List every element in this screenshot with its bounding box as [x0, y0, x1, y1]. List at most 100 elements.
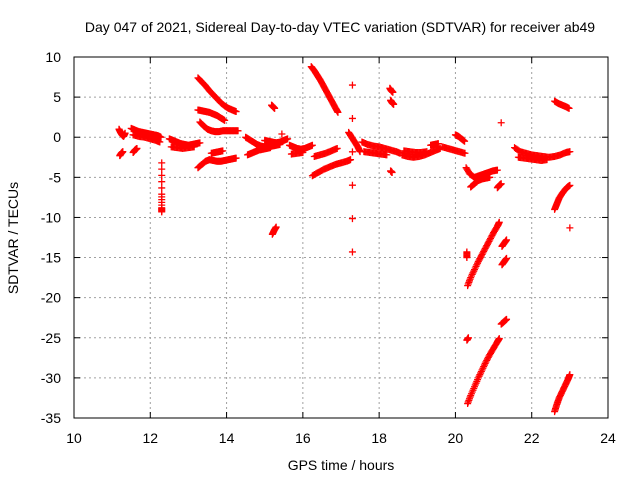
data-point [469, 269, 477, 277]
series-arc-12 [207, 147, 227, 157]
data-point [434, 140, 442, 148]
y-tick-label: -5 [49, 169, 62, 185]
y-tick-label: 5 [53, 89, 61, 105]
x-tick-label: 18 [371, 430, 387, 446]
data-point [284, 135, 292, 143]
data-point [497, 119, 505, 127]
data-point [493, 166, 501, 174]
axis-ticks [73, 56, 609, 419]
y-tick-labels: 10 5 0 -5 -10 -15 -20 -25 -30 -35 [41, 49, 61, 426]
x-tick-label: 24 [600, 430, 616, 446]
series-isolated-3 [348, 81, 356, 256]
series-arc-45 [514, 153, 551, 164]
data-point [461, 149, 469, 157]
series-isolated-2 [278, 130, 286, 138]
data-point [470, 267, 478, 275]
data-point [468, 270, 476, 278]
data-point [158, 159, 166, 167]
series-arc-46 [551, 97, 573, 112]
data-point [121, 129, 129, 137]
x-tick-label: 12 [142, 430, 158, 446]
data-point [158, 178, 166, 186]
y-tick-label: 0 [53, 129, 61, 145]
data-point [467, 272, 475, 280]
x-tick-label: 10 [66, 430, 82, 446]
y-axis-label: SDTVAR / TECUs [5, 182, 21, 294]
data-point [495, 218, 503, 226]
series-isolated-4 [497, 119, 505, 127]
data-point [566, 181, 574, 189]
series-arc-11 [194, 154, 240, 172]
series-arc-27 [387, 96, 398, 108]
data-point [158, 184, 166, 192]
series-arc-21 [310, 144, 341, 160]
data-point [308, 141, 316, 149]
data-point [389, 88, 397, 96]
data-point [133, 144, 141, 152]
data-point [475, 372, 483, 380]
data-point [503, 254, 511, 262]
data-point [334, 108, 342, 116]
series-arc-22 [308, 156, 355, 180]
data-point [348, 248, 356, 256]
data-point [477, 369, 485, 377]
data-point [333, 144, 341, 152]
y-tick-label: 10 [45, 49, 61, 65]
data-point [566, 148, 574, 156]
data-point [158, 171, 166, 179]
series-isolated-1 [158, 159, 166, 216]
series-arc-42 [464, 335, 503, 408]
series-arc-15 [261, 135, 292, 147]
data-point [474, 374, 482, 382]
series-arc-17 [268, 223, 280, 238]
data-point [272, 223, 280, 231]
x-tick-labels: 10 12 14 16 18 20 22 24 [66, 430, 616, 446]
y-tick-label: -10 [41, 209, 61, 225]
data-point [472, 262, 480, 270]
data-point [190, 143, 198, 151]
data-point [566, 224, 574, 232]
series-arc-19 [287, 148, 307, 158]
data-point [479, 364, 487, 372]
series-arc-31 [427, 140, 442, 149]
data-point [232, 108, 240, 116]
data-point [278, 130, 286, 138]
series-arc-32 [438, 143, 469, 157]
data-point [219, 147, 227, 155]
series-arc-40 [498, 254, 511, 269]
series-arc-35 [467, 173, 494, 191]
data-point [473, 261, 481, 269]
series-arc-47 [551, 181, 574, 213]
series-arc-1 [115, 125, 129, 140]
data-point [477, 367, 485, 375]
data-point [156, 138, 164, 146]
y-tick-label: -25 [41, 330, 61, 346]
series-arc-3 [129, 144, 141, 156]
data-point [566, 371, 574, 379]
data-point [119, 148, 127, 156]
series-arc-20 [307, 63, 342, 116]
series-isolated-5 [566, 224, 574, 232]
data-point [474, 259, 482, 267]
series-arc-36 [493, 180, 505, 192]
data-point [480, 363, 488, 371]
data-point [481, 359, 489, 367]
x-tick-label: 14 [219, 430, 235, 446]
series-arc-43 [497, 315, 511, 328]
data-point [232, 154, 240, 162]
data-point [423, 148, 431, 156]
data-point [157, 133, 165, 141]
series-arc-23 [345, 128, 364, 156]
data-point [464, 334, 472, 342]
x-tick-label: 20 [448, 430, 464, 446]
data-point [461, 137, 469, 145]
series-arc-16 [268, 101, 279, 112]
data-point [348, 114, 356, 122]
series-arc-38 [464, 218, 503, 290]
data-point [348, 181, 356, 189]
data-point [234, 127, 242, 135]
data-point [158, 165, 166, 173]
data-point [158, 208, 166, 216]
data-point [347, 156, 355, 164]
y-tick-label: -15 [41, 250, 61, 266]
